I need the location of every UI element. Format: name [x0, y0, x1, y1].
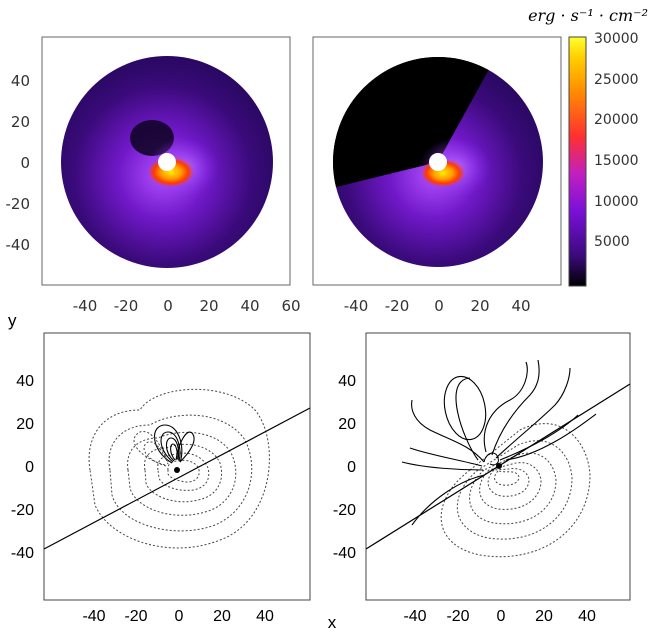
bottom-right-y-ticks: 40 20 0 -20 -40 — [333, 373, 356, 562]
tick-label: -40 — [344, 297, 369, 315]
tick-label: 0 — [25, 459, 34, 476]
bottom-x-axis-label: x — [328, 613, 337, 632]
colorbar-tick: 5000 — [594, 234, 630, 250]
top-left-y-ticks: 40 20 0 -20 -40 — [6, 72, 31, 254]
colorbar-tick: 25000 — [594, 72, 639, 88]
tick-label: 20 — [11, 113, 30, 131]
bottom-right-closed-loop — [443, 375, 487, 441]
bottom-right-frame — [365, 332, 631, 601]
bottom-left-diagonal-line — [43, 407, 311, 550]
top-left-intensity-map — [41, 36, 291, 286]
tick-label: -20 — [333, 502, 356, 519]
tick-label: -20 — [11, 502, 34, 519]
bottom-y-axis-label: y — [8, 311, 17, 330]
tick-label: 20 — [199, 297, 218, 315]
tick-label: 0 — [175, 608, 184, 625]
bottom-right-solid-contours — [401, 359, 597, 526]
top-right-x-ticks: -40 -20 0 20 40 — [344, 297, 531, 315]
top-left-x-ticks: -40 -20 0 20 40 60 — [73, 297, 301, 315]
top-left-central-hole — [158, 153, 176, 171]
tick-label: 20 — [16, 416, 34, 433]
tick-label: 40 — [256, 608, 274, 625]
tick-label: 0 — [497, 608, 506, 625]
tick-label: 0 — [20, 154, 30, 172]
bottom-left-contour-plot — [43, 332, 311, 601]
colorbar-tick: 15000 — [594, 153, 639, 169]
bottom-left-frame — [43, 332, 311, 601]
colorbar-unit-label: erg · s⁻¹ · cm⁻² — [528, 6, 648, 25]
top-right-intensity-map — [312, 36, 562, 286]
tick-label: 40 — [240, 297, 259, 315]
top-left-frame — [41, 36, 291, 286]
bottom-left-dotted-contours — [88, 388, 270, 549]
tick-label: 0 — [163, 297, 173, 315]
tick-label: -20 — [385, 297, 410, 315]
tick-label: 40 — [16, 373, 34, 390]
tick-label: -40 — [403, 608, 426, 625]
tick-label: 20 — [213, 608, 231, 625]
tick-label: -40 — [11, 545, 34, 562]
tick-label: 40 — [338, 373, 356, 390]
tick-label: 60 — [281, 297, 300, 315]
tick-label: -20 — [6, 195, 31, 213]
tick-label: 20 — [535, 608, 553, 625]
tick-label: -40 — [82, 608, 105, 625]
tick-label: 40 — [511, 297, 530, 315]
top-right-central-hole — [429, 153, 447, 171]
bottom-right-x-ticks: -40 -20 0 20 40 — [403, 608, 596, 625]
bottom-left-y-ticks: 40 20 0 -20 -40 — [11, 373, 34, 562]
colorbar-tick: 20000 — [594, 112, 639, 128]
bottom-left-solid-contours — [153, 424, 195, 464]
tick-label: 40 — [11, 72, 30, 90]
colorbar-tick: 10000 — [594, 194, 639, 210]
tick-label: -20 — [446, 608, 469, 625]
tick-label: 20 — [338, 416, 356, 433]
tick-label: 40 — [578, 608, 596, 625]
tick-label: 0 — [347, 459, 356, 476]
tick-label: 0 — [434, 297, 444, 315]
tick-label: -40 — [333, 545, 356, 562]
tick-label: -40 — [73, 297, 98, 315]
bottom-left-x-ticks: -40 -20 0 20 40 — [82, 608, 274, 625]
colorbar-gradient — [568, 36, 587, 287]
colorbar: erg · s⁻¹ · cm⁻² 30000 25000 20000 15000… — [528, 6, 648, 287]
tick-label: -40 — [6, 236, 31, 254]
colorbar-tick: 30000 — [594, 31, 639, 47]
tick-label: 20 — [470, 297, 489, 315]
top-right-frame — [312, 36, 562, 286]
bottom-right-dotted-contours — [440, 423, 591, 558]
tick-label: -20 — [124, 608, 147, 625]
tick-label: -20 — [114, 297, 139, 315]
bottom-right-contour-plot — [365, 332, 631, 601]
